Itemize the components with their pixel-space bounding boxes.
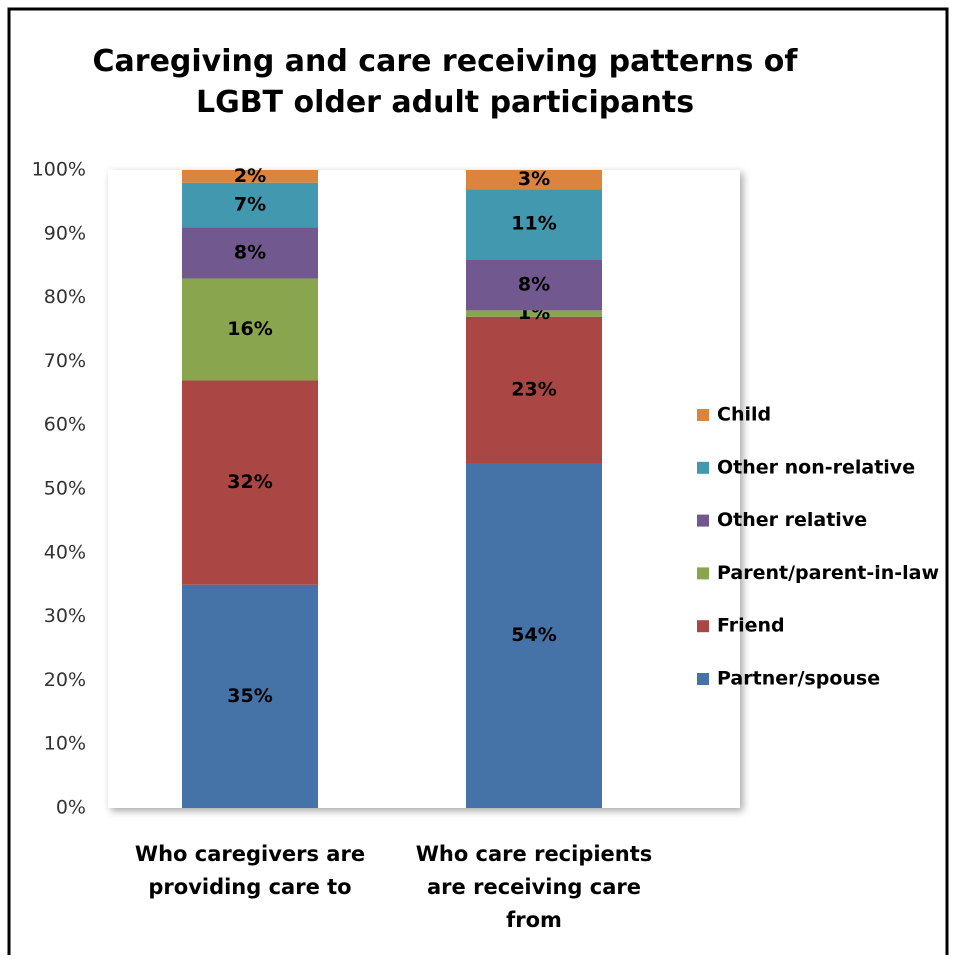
bar-segment [182, 584, 318, 808]
bar-segment [466, 310, 602, 317]
data-label: 7% [234, 194, 266, 216]
bar-segment [466, 189, 602, 260]
bar-segment [182, 227, 318, 279]
y-tick-label: 40% [44, 541, 86, 563]
bar-segment [466, 259, 602, 311]
bar-segment [466, 316, 602, 464]
bar-segment [182, 380, 318, 585]
legend-swatch [697, 409, 709, 421]
data-label: 16% [227, 318, 272, 340]
legend-swatch [697, 461, 709, 474]
data-label: 54% [511, 624, 556, 646]
y-tick-label: 70% [44, 350, 86, 372]
y-tick-label: 0% [56, 797, 86, 819]
y-tick-label: 20% [44, 669, 86, 691]
bar-segment [182, 182, 318, 228]
legend-label: Other relative [717, 509, 867, 531]
legend-label: Friend [717, 615, 785, 637]
data-label: 11% [511, 213, 556, 235]
data-label: 32% [227, 471, 272, 493]
data-label: 23% [511, 379, 556, 401]
y-tick-label: 50% [44, 478, 86, 500]
bar-segment [466, 170, 602, 190]
data-label: 3% [518, 168, 550, 190]
chart-title: Caregiving and care receiving patterns o… [93, 44, 799, 120]
data-label: 2% [234, 165, 266, 187]
legend-swatch [697, 567, 709, 580]
legend-label: Other non-relative [717, 456, 915, 478]
data-label: 35% [227, 685, 272, 707]
y-tick-label: 90% [44, 222, 86, 244]
x-tick-label: Who care recipients are receiving care fro… [416, 842, 653, 932]
legend-label: Child [717, 404, 771, 426]
data-label: 8% [234, 241, 266, 263]
legend-swatch [697, 620, 709, 633]
legend-label: Partner/spouse [717, 668, 880, 690]
y-tick-label: 100% [32, 159, 86, 181]
y-tick-label: 80% [44, 286, 86, 308]
legend-swatch [697, 673, 709, 685]
y-tick-label: 30% [44, 605, 86, 627]
legend-label: Parent/parent-in-law [717, 562, 939, 584]
y-tick-label: 60% [44, 414, 86, 436]
bar-segment [466, 463, 602, 808]
data-label: 8% [518, 273, 550, 295]
bar-segment [182, 170, 318, 183]
bar-segment [182, 278, 318, 381]
x-tick-label: Who caregivers are providing care to [135, 842, 365, 899]
legend-swatch [697, 514, 709, 527]
y-tick-label: 10% [44, 733, 86, 755]
